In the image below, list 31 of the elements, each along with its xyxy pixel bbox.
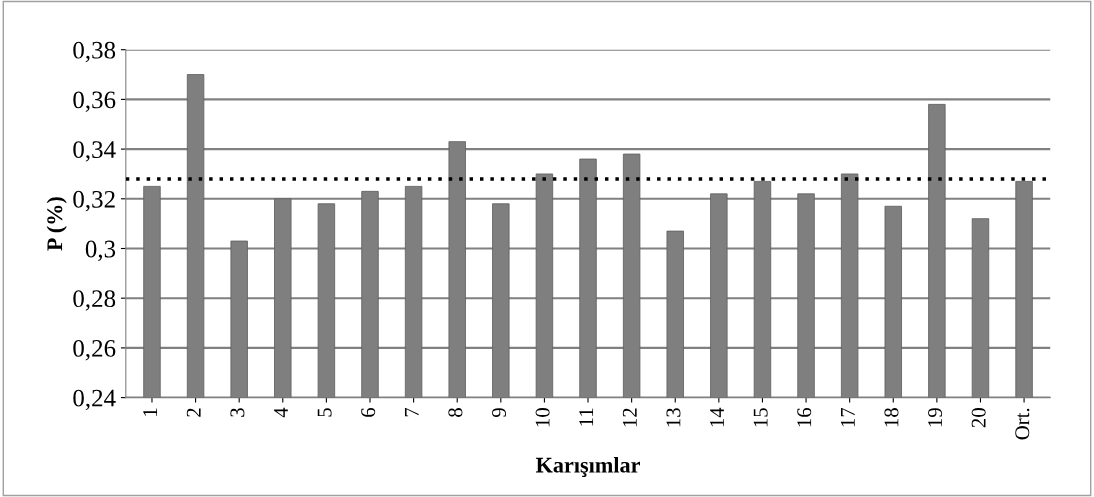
- x-tick-label: 15: [753, 408, 768, 427]
- x-tick-label: 11: [579, 408, 594, 426]
- x-tick-label: 13: [666, 408, 681, 427]
- x-tick-label: 4: [274, 407, 288, 418]
- x-tick-label: 19: [928, 408, 943, 427]
- x-tick-label: 5: [317, 408, 332, 417]
- x-tick-label: 12: [622, 408, 637, 427]
- x-axis-title: Karışımlar: [535, 456, 640, 477]
- y-tick-label: 0,3: [85, 240, 116, 262]
- x-tick-label: 16: [797, 407, 812, 427]
- y-tick-label: 0,24: [73, 389, 116, 411]
- y-tick-label: 0,32: [73, 190, 115, 212]
- x-tick-label: 20: [971, 408, 986, 428]
- y-tick-label: 0,26: [73, 339, 116, 361]
- y-axis-title: P (%): [46, 197, 67, 251]
- x-tick-label: 8: [448, 408, 463, 417]
- x-tick-label: 7: [404, 407, 419, 417]
- x-tick-label: 2: [186, 408, 201, 417]
- x-tick-label: 14: [710, 407, 724, 427]
- x-tick-label: 6: [361, 407, 376, 417]
- y-tick-label: 0,34: [73, 141, 116, 162]
- x-tick-label: 17: [840, 407, 855, 427]
- x-tick-label: 1: [143, 408, 157, 416]
- x-tick-label: 10: [535, 408, 550, 427]
- x-tick-label: 3: [230, 408, 245, 417]
- y-tick-label: 0,36: [73, 91, 116, 112]
- x-tick-label: Ort.: [1015, 408, 1030, 440]
- y-tick-label: 0,38: [73, 41, 116, 63]
- y-tick-label: 0,28: [73, 290, 116, 311]
- x-tick-label: 9: [492, 408, 507, 418]
- x-tick-label: 18: [884, 408, 899, 427]
